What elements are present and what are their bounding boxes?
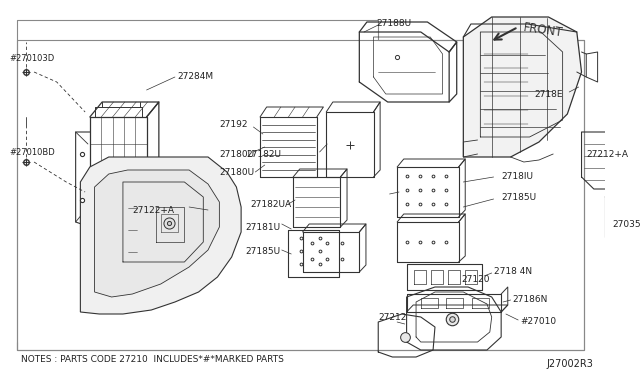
Text: 2718E: 2718E (534, 90, 563, 99)
Text: 27192: 27192 (220, 119, 248, 128)
Text: #270103D: #270103D (10, 54, 54, 62)
Text: 2718 4N: 2718 4N (493, 267, 532, 276)
Text: NOTES : PARTS CODE 27210  INCLUDES*#*MARKED PARTS: NOTES : PARTS CODE 27210 INCLUDES*#*MARK… (21, 356, 284, 365)
Text: 27284M: 27284M (178, 71, 214, 80)
Text: 2718IU: 2718IU (501, 171, 533, 180)
Polygon shape (463, 17, 582, 157)
Text: 27212: 27212 (378, 312, 406, 321)
Text: 27035: 27035 (612, 219, 640, 228)
Text: 27186N: 27186N (513, 295, 548, 304)
Text: 27185U: 27185U (501, 192, 536, 202)
Text: 27182UA: 27182UA (251, 199, 292, 208)
Text: 27212+A: 27212+A (586, 150, 628, 158)
Text: 27122+A: 27122+A (132, 205, 174, 215)
Text: J27002R3: J27002R3 (547, 359, 594, 369)
Bar (17, 40, 584, 350)
Text: 27181U: 27181U (246, 222, 281, 231)
Polygon shape (81, 157, 241, 314)
Text: 27120: 27120 (461, 276, 490, 285)
Text: #27010: #27010 (520, 317, 556, 327)
Polygon shape (95, 170, 220, 297)
Text: 27188U: 27188U (376, 19, 412, 28)
Text: 27185U: 27185U (246, 247, 281, 257)
Text: 27180U: 27180U (220, 150, 255, 158)
Text: #27010BD: #27010BD (10, 148, 55, 157)
Text: 27180U: 27180U (220, 167, 255, 176)
Text: FRONT: FRONT (522, 21, 563, 39)
Text: 27182U: 27182U (247, 150, 282, 158)
